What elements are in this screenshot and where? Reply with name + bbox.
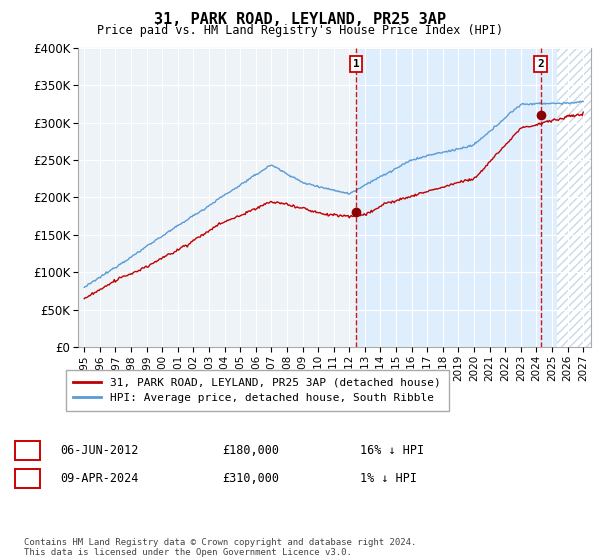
Text: 16% ↓ HPI: 16% ↓ HPI <box>360 444 424 458</box>
Text: 2: 2 <box>24 472 31 486</box>
Text: 1: 1 <box>353 59 359 69</box>
Text: 31, PARK ROAD, LEYLAND, PR25 3AP: 31, PARK ROAD, LEYLAND, PR25 3AP <box>154 12 446 27</box>
Text: 1: 1 <box>24 444 31 458</box>
Text: 1% ↓ HPI: 1% ↓ HPI <box>360 472 417 486</box>
Text: £180,000: £180,000 <box>222 444 279 458</box>
Text: 2: 2 <box>537 59 544 69</box>
Bar <box>557 48 591 347</box>
Legend: 31, PARK ROAD, LEYLAND, PR25 3AP (detached house), HPI: Average price, detached : 31, PARK ROAD, LEYLAND, PR25 3AP (detach… <box>65 370 449 411</box>
Text: Contains HM Land Registry data © Crown copyright and database right 2024.
This d: Contains HM Land Registry data © Crown c… <box>24 538 416 557</box>
Text: Price paid vs. HM Land Registry's House Price Index (HPI): Price paid vs. HM Land Registry's House … <box>97 24 503 36</box>
Text: £310,000: £310,000 <box>222 472 279 486</box>
Text: 06-JUN-2012: 06-JUN-2012 <box>60 444 139 458</box>
Bar <box>356 48 557 347</box>
Text: 09-APR-2024: 09-APR-2024 <box>60 472 139 486</box>
